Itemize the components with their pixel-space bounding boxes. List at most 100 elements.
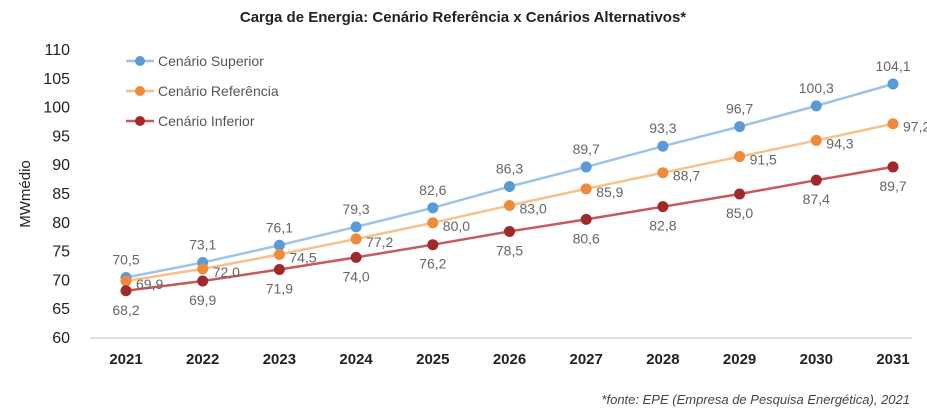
y-tick-label: 65 [52, 301, 70, 318]
data-label: 80,0 [443, 218, 470, 234]
data-point [580, 183, 592, 195]
data-point [580, 213, 592, 225]
x-tick-label: 2030 [800, 351, 833, 368]
source-note: *fonte: EPE (Empresa de Pesquisa Energét… [601, 392, 910, 407]
data-label: 96,7 [726, 101, 753, 117]
data-label: 86,3 [496, 161, 523, 177]
data-point [197, 275, 209, 287]
data-label: 72,0 [213, 264, 240, 280]
data-label: 100,3 [799, 80, 834, 96]
x-tick-label: 2022 [186, 351, 219, 368]
data-label: 73,1 [189, 237, 216, 253]
x-tick-label: 2031 [876, 351, 909, 368]
x-tick-label: 2023 [263, 351, 296, 368]
data-point [427, 239, 439, 251]
y-axis-ticks: 60 65 70 75 80 85 90 95 100 105 110 [43, 42, 70, 347]
data-label: 69,9 [136, 276, 163, 292]
data-label: 74,5 [289, 249, 316, 265]
x-axis-ticks: 2021 2022 2023 2024 2025 2026 2027 2028 2029 2030… [109, 351, 909, 368]
y-tick-label: 60 [52, 330, 70, 347]
data-point [887, 118, 899, 130]
legend-marker [135, 86, 145, 96]
data-label: 94,3 [826, 135, 853, 151]
data-point [350, 251, 362, 263]
data-label: 82,8 [649, 218, 676, 234]
x-tick-label: 2025 [416, 351, 449, 368]
legend-label: Cenário Referência [158, 83, 279, 99]
x-tick-label: 2027 [570, 351, 603, 368]
x-tick-label: 2024 [339, 351, 373, 368]
data-point [887, 78, 899, 90]
data-label: 88,7 [673, 168, 700, 184]
data-label: 85,0 [726, 205, 753, 221]
y-axis-label: MWmédio [17, 160, 34, 228]
data-label: 85,9 [596, 184, 623, 200]
data-point [427, 202, 439, 214]
data-point [504, 200, 515, 212]
data-point [504, 225, 515, 237]
series-layer [120, 78, 899, 297]
data-point [273, 239, 285, 251]
data-label: 91,5 [750, 152, 777, 168]
data-label: 83,0 [520, 201, 547, 217]
data-label: 97,2 [903, 119, 927, 135]
y-tick-label: 90 [52, 157, 70, 174]
data-point [810, 174, 822, 186]
legend-marker [135, 116, 145, 126]
data-label: 87,4 [803, 191, 830, 207]
data-point [657, 167, 669, 179]
data-point [350, 233, 362, 245]
data-label: 71,9 [266, 280, 293, 296]
data-point [120, 285, 132, 297]
y-tick-label: 100 [43, 100, 70, 117]
x-tick-label: 2026 [493, 351, 526, 368]
data-label: 68,2 [112, 302, 139, 318]
data-point [734, 188, 746, 200]
data-label: 78,5 [496, 242, 523, 258]
data-label: 89,7 [573, 141, 600, 157]
y-tick-label: 110 [44, 42, 70, 59]
x-tick-label: 2029 [723, 351, 756, 368]
legend-label: Cenário Inferior [158, 113, 255, 129]
y-tick-label: 70 [52, 272, 70, 289]
data-label: 70,5 [112, 252, 139, 268]
legend-label: Cenário Superior [158, 53, 264, 69]
y-tick-label: 95 [52, 128, 70, 145]
data-point [580, 161, 592, 173]
data-label: 76,2 [419, 256, 446, 272]
data-label: 89,7 [879, 178, 906, 194]
data-point [197, 263, 209, 275]
data-label: 82,6 [419, 182, 446, 198]
data-point [120, 275, 132, 287]
data-point [504, 181, 515, 193]
data-point [350, 221, 362, 233]
y-tick-label: 105 [43, 71, 70, 88]
chart-title: Carga de Energia: Cenário Referência x C… [240, 9, 686, 26]
data-point [810, 100, 822, 112]
y-tick-label: 85 [52, 186, 70, 203]
data-point [887, 161, 899, 173]
data-point [657, 201, 669, 213]
data-point [273, 248, 285, 260]
data-point [427, 217, 439, 229]
y-tick-label: 75 [52, 244, 70, 261]
data-point [734, 121, 746, 133]
data-label: 79,3 [342, 201, 369, 217]
data-label: 104,1 [875, 58, 910, 74]
data-point [810, 134, 822, 146]
data-label: 80,6 [573, 230, 600, 246]
data-labels: 70,5 73,1 76,1 79,3 82,6 86,3 89,7 93,3 96,7 100,… [112, 58, 927, 318]
data-label: 76,1 [266, 219, 293, 235]
data-point [657, 140, 669, 152]
data-point [273, 263, 285, 275]
data-point [734, 151, 746, 163]
legend: Cenário Superior Cenário Referência Cenári… [126, 53, 279, 129]
data-label: 77,2 [366, 234, 393, 250]
data-label: 69,9 [189, 292, 216, 308]
data-label: 74,0 [342, 268, 369, 284]
x-tick-label: 2028 [646, 351, 679, 368]
legend-marker [135, 56, 145, 66]
x-tick-label: 2021 [109, 351, 142, 368]
y-tick-label: 80 [52, 215, 70, 232]
